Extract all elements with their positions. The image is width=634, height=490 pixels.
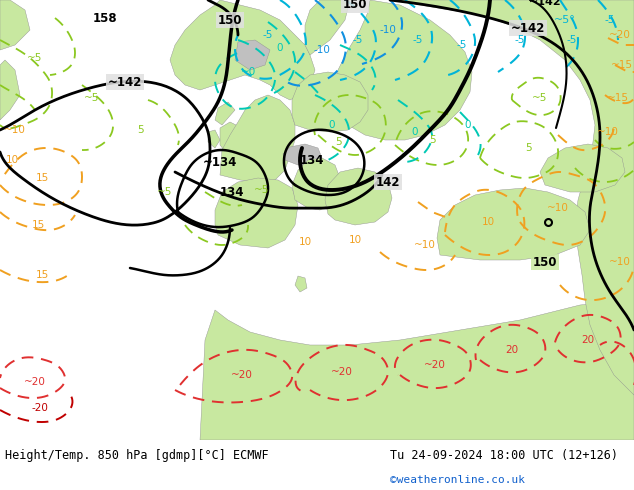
Text: 15: 15 — [36, 173, 49, 183]
Text: ©weatheronline.co.uk: ©weatheronline.co.uk — [390, 475, 525, 485]
Polygon shape — [292, 158, 340, 210]
Text: 5: 5 — [335, 137, 341, 147]
Text: -5: -5 — [263, 30, 273, 40]
Polygon shape — [170, 0, 315, 100]
Polygon shape — [215, 178, 298, 248]
Text: -5: -5 — [413, 35, 423, 45]
Text: ~5: ~5 — [157, 187, 172, 197]
Text: ~5: ~5 — [254, 185, 269, 195]
Text: ~142: ~142 — [511, 22, 545, 34]
Text: ~0: ~0 — [240, 67, 256, 77]
Text: -5: -5 — [353, 35, 363, 45]
Text: 15: 15 — [36, 270, 49, 280]
Text: 0: 0 — [465, 120, 471, 130]
Polygon shape — [0, 60, 20, 120]
Text: 150: 150 — [533, 255, 557, 269]
Text: ~15: ~15 — [611, 60, 633, 70]
Text: 10: 10 — [349, 235, 361, 245]
Text: 20: 20 — [581, 335, 595, 345]
Polygon shape — [292, 72, 368, 132]
Text: ~10: ~10 — [597, 127, 619, 137]
Text: 158: 158 — [93, 11, 117, 24]
Text: ~10: ~10 — [414, 240, 436, 250]
Polygon shape — [335, 0, 472, 140]
Text: 10: 10 — [481, 217, 495, 227]
Text: ~20: ~20 — [331, 367, 353, 377]
Text: 20: 20 — [505, 345, 519, 355]
Polygon shape — [540, 144, 625, 192]
Text: ~5: ~5 — [27, 53, 42, 63]
Text: ~5: ~5 — [533, 93, 548, 103]
Polygon shape — [395, 0, 634, 395]
Text: 0: 0 — [277, 43, 283, 53]
Text: -5: -5 — [515, 35, 525, 45]
Polygon shape — [0, 0, 30, 50]
Polygon shape — [325, 168, 392, 225]
Polygon shape — [220, 122, 248, 162]
Text: ~15: ~15 — [607, 93, 629, 103]
Text: ~5: ~5 — [84, 93, 100, 103]
Text: -10: -10 — [314, 45, 330, 55]
Text: 10: 10 — [299, 237, 311, 247]
Text: 10: 10 — [6, 155, 18, 165]
Polygon shape — [220, 95, 295, 182]
Text: 150: 150 — [217, 14, 242, 26]
Text: -10: -10 — [380, 25, 396, 35]
Text: ~20: ~20 — [24, 377, 46, 387]
Polygon shape — [208, 130, 220, 148]
Text: 5: 5 — [429, 135, 436, 145]
Text: ~10: ~10 — [547, 203, 569, 213]
Text: 142: 142 — [376, 175, 400, 189]
Polygon shape — [437, 188, 590, 260]
Text: 0: 0 — [411, 127, 418, 137]
Polygon shape — [215, 102, 235, 125]
Text: 5: 5 — [525, 143, 531, 153]
Text: 15: 15 — [31, 220, 44, 230]
Polygon shape — [283, 144, 322, 165]
Text: 134: 134 — [220, 186, 244, 198]
Text: Tu 24-09-2024 18:00 UTC (12+126): Tu 24-09-2024 18:00 UTC (12+126) — [390, 448, 618, 462]
Text: -20: -20 — [32, 403, 48, 413]
Polygon shape — [200, 300, 634, 440]
Polygon shape — [295, 276, 307, 292]
Text: 0: 0 — [329, 120, 335, 130]
Text: Height/Temp. 850 hPa [gdmp][°C] ECMWF: Height/Temp. 850 hPa [gdmp][°C] ECMWF — [5, 448, 269, 462]
Text: ~10: ~10 — [609, 257, 631, 267]
Text: ~10: ~10 — [4, 125, 26, 135]
Text: ~5°: ~5° — [554, 15, 576, 25]
Text: ~20: ~20 — [231, 370, 253, 380]
Text: ~20: ~20 — [424, 360, 446, 370]
Text: -5: -5 — [567, 35, 577, 45]
Polygon shape — [235, 40, 270, 70]
Polygon shape — [305, 0, 350, 55]
Text: ~20: ~20 — [609, 30, 631, 40]
Text: -5: -5 — [605, 15, 615, 25]
Text: ~142: ~142 — [529, 0, 561, 7]
Text: ~134: ~134 — [203, 155, 237, 169]
Text: -5: -5 — [457, 40, 467, 50]
Text: 150: 150 — [343, 0, 367, 11]
Text: 5: 5 — [137, 125, 143, 135]
Text: 134: 134 — [300, 153, 324, 167]
Text: ~142: ~142 — [108, 75, 142, 89]
